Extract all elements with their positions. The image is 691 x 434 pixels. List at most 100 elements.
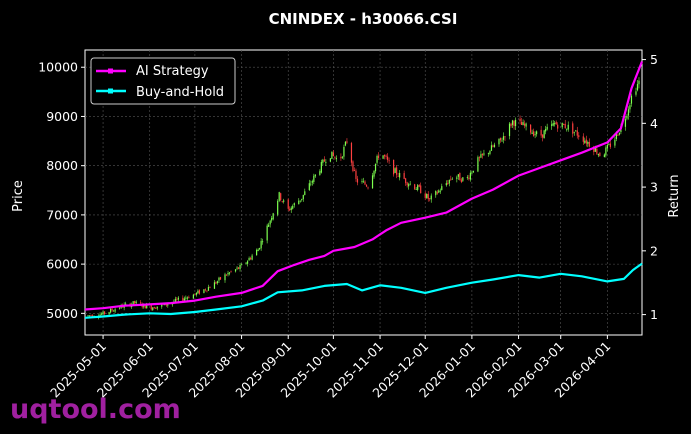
candle-body (525, 123, 527, 127)
candle-body (87, 315, 89, 317)
candle-body (218, 277, 220, 281)
candle-body (385, 155, 387, 157)
candle-body (396, 167, 398, 175)
candle-body (132, 301, 134, 305)
candle-body (350, 143, 353, 163)
candle-body (451, 178, 453, 180)
candle-body (325, 162, 327, 163)
candle-body (566, 128, 568, 130)
candle-body (290, 207, 292, 210)
candle-body (182, 297, 184, 301)
candle-body (522, 122, 524, 126)
candle-body (197, 290, 199, 294)
candle-body (441, 186, 443, 191)
candle-body (430, 195, 432, 200)
y-tick-label: 8000 (46, 158, 78, 173)
candle-body (576, 130, 578, 136)
candle-body (374, 163, 377, 172)
candle-body (492, 145, 494, 147)
candle-body (314, 174, 316, 177)
candle-body (206, 290, 208, 292)
candle-body (249, 258, 252, 260)
candle-body (626, 115, 628, 119)
y2-tick-label: 1 (650, 307, 658, 322)
candle-body (596, 148, 598, 154)
candle-body (216, 281, 219, 284)
candle-body (499, 137, 502, 141)
candle-body (185, 297, 187, 299)
candle-body (483, 153, 485, 155)
candle-body (161, 304, 163, 307)
candle-body (228, 272, 231, 274)
candle-body (584, 140, 586, 143)
candle-body (353, 170, 356, 171)
candle-body (213, 282, 216, 289)
watermark: uqtool.com (10, 394, 181, 425)
candle-body (192, 294, 194, 299)
candle-body (227, 273, 229, 275)
y-axis-title: Price (11, 180, 26, 212)
candle-body (382, 155, 384, 159)
candle-body (617, 134, 619, 136)
candle-body (424, 193, 426, 198)
candle-body (167, 304, 169, 306)
candle-body (356, 178, 359, 183)
candle-body (153, 307, 155, 309)
candle-body (457, 174, 459, 177)
candle-body (259, 248, 261, 250)
candle-body (323, 159, 325, 162)
candle-body (435, 190, 437, 196)
candle-body (403, 173, 405, 179)
ai-strategy-line (84, 61, 644, 311)
candle-body (298, 200, 300, 205)
candle-body (436, 192, 438, 194)
candle-body (207, 287, 210, 291)
candle-body (335, 158, 338, 160)
candle-body (627, 109, 630, 116)
candle-body (90, 315, 92, 317)
candle-body (299, 200, 301, 202)
candle-body (502, 136, 505, 140)
candle-body (614, 139, 616, 146)
candle-body (304, 191, 306, 196)
candle-body (414, 184, 416, 190)
candle-body (466, 177, 468, 178)
candle-body (283, 200, 285, 202)
candle-body (224, 274, 226, 281)
candle-body (340, 156, 342, 159)
candle-body (635, 91, 637, 95)
candle-body (388, 160, 390, 162)
candle-body (480, 154, 482, 158)
candle-body (394, 168, 396, 173)
candle-body (472, 170, 474, 173)
candle-body (313, 175, 315, 182)
candle-body (542, 134, 544, 138)
candle-body (636, 84, 639, 91)
candle-body (240, 264, 243, 266)
candle-body (341, 156, 344, 158)
candle-body (108, 312, 110, 315)
candle-body (383, 155, 386, 157)
candle-body (445, 183, 447, 186)
candle-body (174, 298, 176, 302)
candle-body (563, 123, 565, 125)
candle-body (355, 170, 357, 179)
candle-body (554, 123, 556, 125)
candle-body (536, 131, 538, 135)
candle-body (487, 153, 490, 154)
candle-body (501, 140, 503, 142)
candle-body (573, 131, 575, 133)
candle-body (215, 282, 217, 284)
candle-body (406, 182, 408, 186)
y2-tick-label: 2 (650, 243, 658, 258)
candle-body (514, 119, 517, 127)
candle-body (493, 144, 496, 147)
y2-tick-label: 5 (650, 52, 658, 67)
candle-body (418, 184, 420, 187)
candle-body (438, 190, 440, 193)
legend-marker-buy-and-hold (108, 88, 113, 94)
candle-body (609, 143, 611, 147)
candle-body (490, 145, 493, 151)
candle-body (564, 123, 566, 129)
candle-body (408, 184, 410, 187)
